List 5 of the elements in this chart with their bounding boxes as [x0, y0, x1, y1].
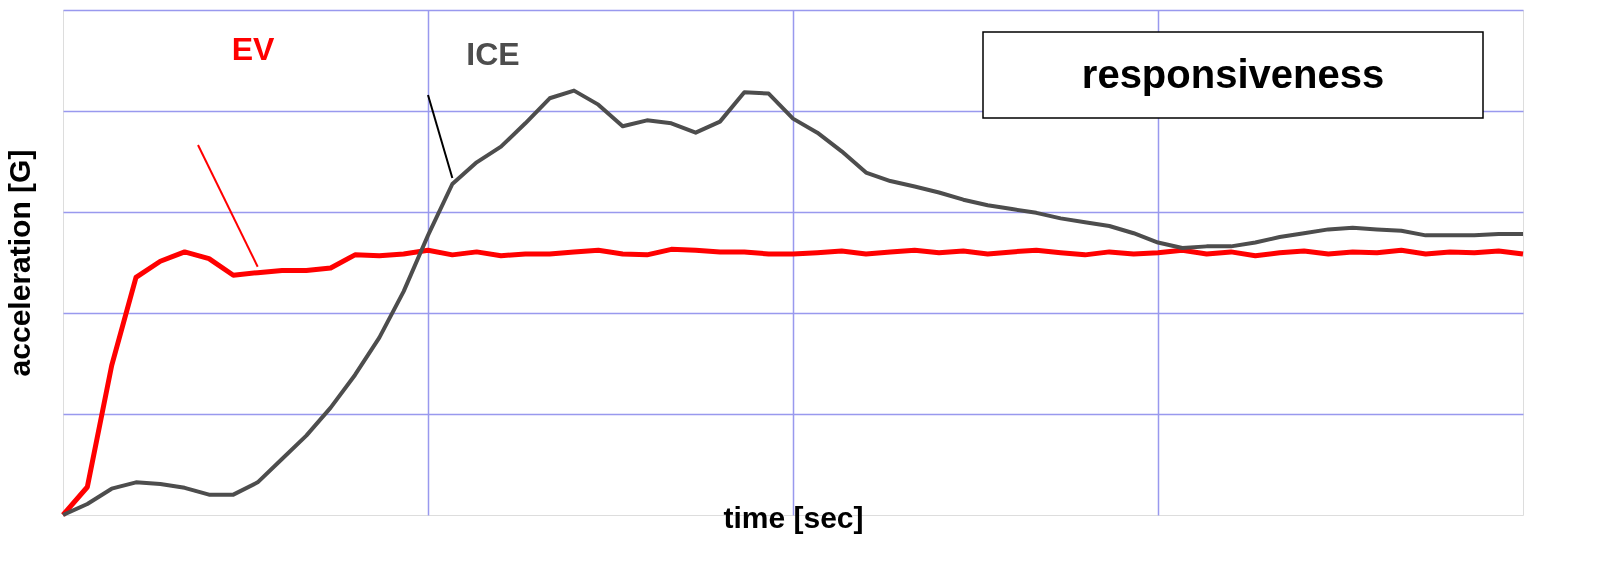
series-label: ICE [466, 36, 520, 72]
x-axis-title: time [sec] [723, 500, 864, 534]
y-axis-title: acceleration [G] [2, 149, 36, 377]
text: EV [231, 31, 275, 67]
annotation: responsiveness [1081, 52, 1385, 96]
